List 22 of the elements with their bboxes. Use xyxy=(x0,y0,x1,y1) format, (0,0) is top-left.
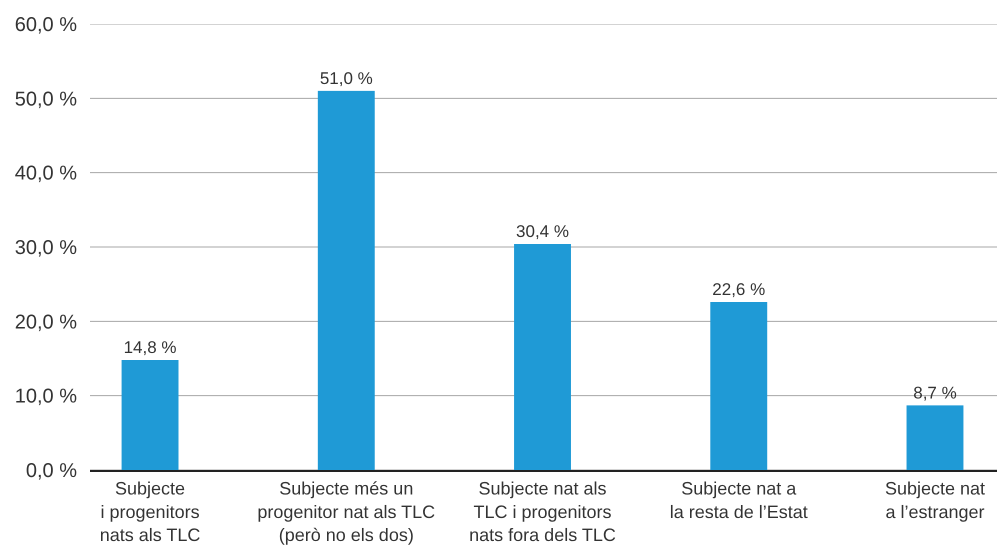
y-tick-label: 10,0 % xyxy=(14,386,78,408)
bar xyxy=(318,90,375,470)
data-label: 22,6 % xyxy=(712,280,766,300)
bar xyxy=(514,244,571,470)
y-tick-label: 60,0 % xyxy=(14,14,78,36)
y-tick-label: 50,0 % xyxy=(14,88,78,110)
bar xyxy=(906,405,964,470)
data-label: 8,7 % xyxy=(913,383,957,402)
data-label: 30,4 % xyxy=(516,222,569,242)
x-tick-label: Subjecte nat a l’estranger xyxy=(884,478,986,522)
bar xyxy=(710,302,768,470)
x-tick-label: Subjecte nat a la resta de l’Estat xyxy=(670,478,808,522)
y-tick-label: 30,0 % xyxy=(14,237,78,259)
y-tick-label: 0,0 % xyxy=(26,460,78,482)
x-tick-label: Subjecte més un progenitor nat als TLC (però no els dos) xyxy=(257,478,436,546)
x-tick-label: Subjecte nat als TLC i progenitors nats fora dels TLC xyxy=(469,478,616,546)
x-tick-label: Subjecte i progenitors nats als TLC xyxy=(100,478,200,546)
data-label: 14,8 % xyxy=(124,338,177,357)
bar xyxy=(122,360,178,470)
y-tick-label: 20,0 % xyxy=(14,311,78,334)
data-label: 51,0 % xyxy=(320,68,373,88)
y-tick-label: 40,0 % xyxy=(14,162,78,185)
